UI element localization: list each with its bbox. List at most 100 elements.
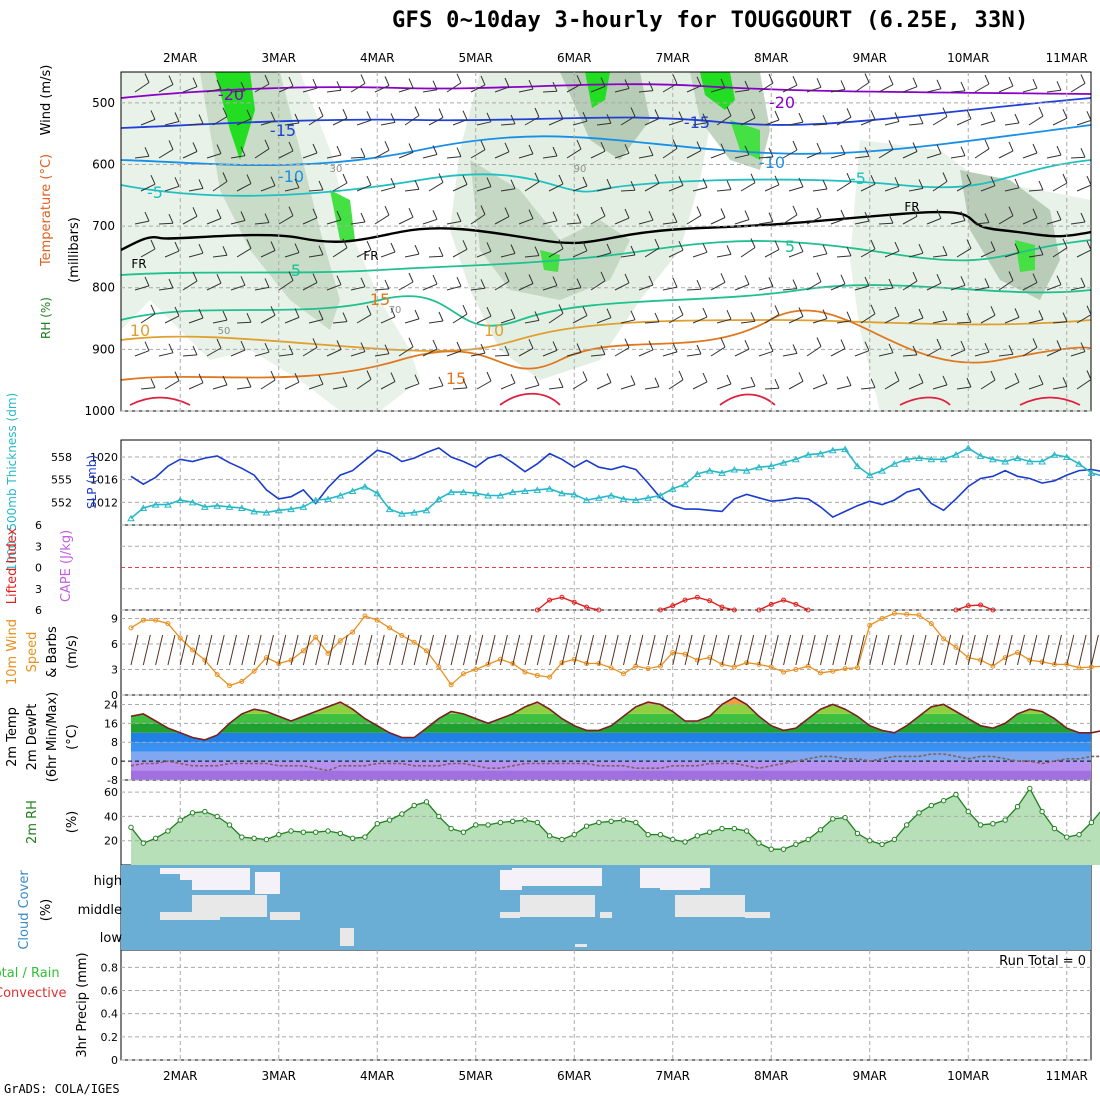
wind-barb bbox=[782, 288, 798, 291]
wind-barb-flag bbox=[888, 75, 894, 85]
wind-barb-flag bbox=[366, 370, 372, 380]
wind-barb bbox=[164, 250, 180, 258]
wind-barb-flag bbox=[462, 378, 468, 389]
wind-barb-flag bbox=[408, 78, 414, 88]
wind-barb-flag bbox=[1014, 372, 1020, 383]
rh-2m-point bbox=[399, 811, 405, 817]
wind-barb-flag bbox=[390, 307, 396, 318]
wind-barb-flag bbox=[912, 142, 918, 152]
wind-barb bbox=[783, 634, 792, 666]
wind-barb bbox=[902, 151, 918, 159]
wind-speed-point bbox=[128, 625, 134, 631]
wind-barb-flag bbox=[654, 238, 660, 249]
wind-speed-point bbox=[362, 613, 368, 619]
wind-barb bbox=[374, 85, 390, 93]
wind-barb bbox=[692, 187, 708, 192]
precip-tick-label: 0.6 bbox=[101, 985, 119, 998]
wind-barb-flag bbox=[408, 272, 414, 283]
wind-barb bbox=[647, 634, 656, 666]
wind-barb-flag bbox=[990, 111, 996, 122]
wind-barb bbox=[512, 634, 521, 666]
thickness-point bbox=[1038, 458, 1047, 465]
wind-barb bbox=[980, 250, 996, 258]
thickness-point bbox=[422, 506, 431, 514]
wind-barb bbox=[878, 222, 894, 225]
wind-barb-flag bbox=[510, 244, 516, 254]
wind-barb bbox=[216, 634, 225, 666]
wind-barb-flag bbox=[246, 377, 252, 388]
wind-barb bbox=[548, 248, 564, 258]
wind-barb-flag bbox=[168, 278, 174, 289]
wind-barb bbox=[782, 214, 798, 225]
wind-barb-flag bbox=[264, 278, 270, 288]
wind-barb-flag bbox=[1008, 206, 1014, 216]
wind-barb-flag bbox=[390, 177, 396, 188]
wind-barb bbox=[236, 386, 252, 390]
thickness-point bbox=[139, 504, 148, 511]
wind-barb-flag bbox=[414, 244, 420, 255]
temperature-contour-label: 10 bbox=[484, 321, 504, 340]
wind-barb-flag bbox=[462, 175, 468, 185]
wind-barb bbox=[806, 346, 822, 357]
wind-barb-flag bbox=[438, 108, 444, 118]
lifted-index-point bbox=[682, 597, 688, 603]
wind-barb-flag bbox=[1014, 243, 1020, 253]
thickness-point bbox=[471, 489, 480, 497]
wind-barb bbox=[206, 88, 222, 93]
wind-barb bbox=[332, 182, 348, 192]
wind-barb bbox=[572, 120, 588, 126]
precip-tick-label: 0.8 bbox=[101, 961, 119, 974]
wind-barb bbox=[1052, 182, 1068, 192]
date-label-bottom: 3MAR bbox=[261, 1069, 296, 1083]
wind-barb bbox=[290, 634, 299, 666]
wind-barb bbox=[955, 634, 964, 666]
wind-barb-flag bbox=[150, 378, 156, 388]
wind-barb bbox=[758, 82, 774, 93]
wind-barb-flag bbox=[174, 241, 180, 252]
wind-barb bbox=[878, 352, 894, 357]
wind-barb-flag bbox=[384, 141, 390, 151]
wind-barb-flag bbox=[678, 111, 684, 121]
thickness-point bbox=[828, 446, 837, 454]
wind-barb-flag bbox=[486, 112, 492, 123]
wind-barb bbox=[332, 385, 348, 390]
wind-barb-flag bbox=[246, 239, 252, 249]
wind-barb-flag bbox=[846, 376, 852, 386]
temperature-band bbox=[131, 742, 1091, 752]
wind-barb bbox=[206, 347, 222, 357]
wind-barb-flag bbox=[1056, 145, 1062, 156]
wind-barb bbox=[620, 254, 636, 258]
wind-barb-flag bbox=[870, 239, 876, 250]
wind-barb bbox=[167, 634, 176, 666]
wind-speed-point bbox=[719, 661, 725, 667]
wind-speed-point bbox=[448, 682, 454, 688]
wind-barb bbox=[339, 634, 348, 666]
precip-tick-label: 0.4 bbox=[101, 1008, 119, 1021]
wind-barb bbox=[404, 383, 420, 390]
temperature-band bbox=[131, 723, 1091, 733]
wind-barb bbox=[476, 380, 492, 390]
wind-barb-flag bbox=[222, 375, 228, 386]
wind-barb bbox=[284, 122, 300, 126]
wind-barb bbox=[740, 117, 756, 126]
rh-2m-point bbox=[1064, 834, 1070, 840]
wind-barb bbox=[733, 634, 742, 666]
wind-barb-flag bbox=[432, 339, 438, 350]
wind-barb bbox=[1046, 219, 1062, 225]
temp-2m-line bbox=[130, 696, 1100, 741]
wind-barb bbox=[374, 288, 390, 291]
wind-barb bbox=[932, 181, 948, 192]
wind-barb-flag bbox=[990, 176, 996, 186]
wind-barb bbox=[428, 320, 444, 324]
slp-tick-label: 1020 bbox=[90, 451, 118, 464]
wind-barb-flag bbox=[318, 310, 324, 320]
rh-2m-point bbox=[977, 822, 984, 828]
wind-barb-flag bbox=[408, 143, 414, 153]
wind-barb-flag bbox=[822, 309, 828, 319]
wind-barb bbox=[860, 387, 876, 390]
thickness-tick-label: 555 bbox=[51, 474, 72, 487]
wind-barb bbox=[500, 382, 516, 390]
wind-barb-flag bbox=[942, 172, 948, 182]
wind-barb bbox=[812, 318, 828, 324]
wind-barb-flag bbox=[432, 80, 438, 90]
